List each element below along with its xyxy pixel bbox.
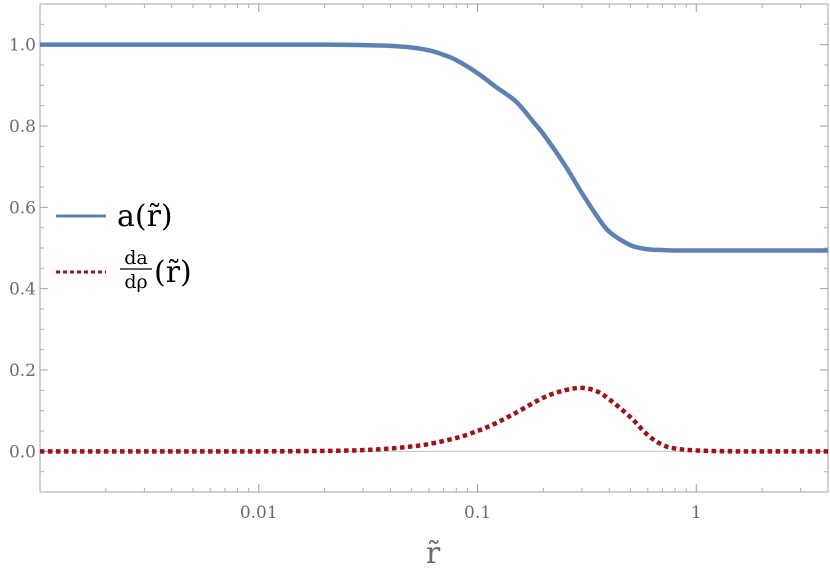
y-tick-label: 0.8: [9, 117, 36, 137]
series-line-a: [40, 42, 828, 253]
x-tick-label: 0.1: [464, 503, 491, 523]
x-tick-label: 1: [691, 503, 702, 523]
legend-label-da-suffix: (r̃): [154, 255, 192, 290]
plot-frame: [39, 3, 829, 493]
legend-label-a: a(r̃): [117, 199, 173, 234]
y-tick-label: 0.6: [9, 198, 36, 218]
y-tick-label: 0.0: [9, 442, 36, 462]
legend-label-da-denominator: dρ: [124, 271, 147, 293]
y-tick-label: 1.0: [9, 36, 36, 56]
series-line-da-drho: [40, 385, 828, 454]
y-tick-label: 0.2: [9, 361, 36, 381]
y-tick-label: 0.4: [9, 280, 36, 300]
x-tick-label: 0.01: [240, 503, 278, 523]
legend-label-da-numerator: da: [124, 247, 148, 269]
x-axis-title: r̃: [426, 536, 441, 571]
